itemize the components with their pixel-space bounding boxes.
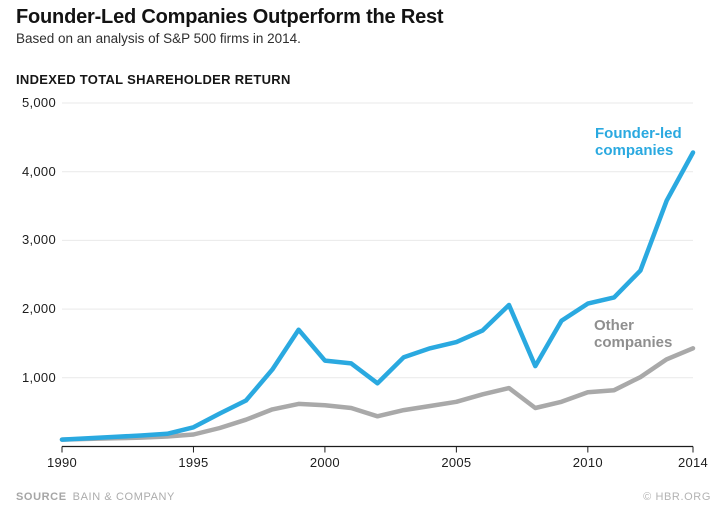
x-axis-tick-label: 2000 [309,455,340,470]
founder-led-companies-line [59,150,696,442]
y-axis-tick-label: 4,000 [21,163,56,179]
other-companies-label-line1: Other [594,317,635,334]
founder-led-label-line2: companies [595,142,674,159]
other-companies-line [59,346,696,442]
x-axis-tick-label: 1990 [46,455,78,470]
page-title: Founder-Led Companies Outperform the Res… [16,6,444,28]
founder-led-series-label: Founder-led companies [595,125,682,159]
founder-led-label-line1: Founder-led [595,125,682,142]
y-axis-tick-label: 2,000 [21,301,56,317]
y-axis-tick-label: 3,000 [21,232,56,248]
y-axis-tick-label: 5,000 [21,95,56,110]
credit-text: © HBR.ORG [643,491,711,503]
page-subtitle: Based on an analysis of S&P 500 firms in… [16,31,301,46]
y-axis-tick-label: 1,000 [21,369,56,385]
source-attribution: SOURCE BAIN & COMPANY [16,491,175,503]
x-axis-tick-label: 1995 [178,455,209,470]
x-axis-tick-label: 2014 [677,455,709,470]
other-companies-series-label: Other companies [594,317,672,351]
other-companies-label-line2: companies [594,334,673,351]
x-axis-tick-label: 2005 [441,455,472,470]
x-axis-tick-label: 2010 [572,455,603,470]
source-value: BAIN & COMPANY [72,491,175,503]
source-label: SOURCE [16,491,67,503]
y-axis-title: INDEXED TOTAL SHAREHOLDER RETURN [16,72,291,87]
